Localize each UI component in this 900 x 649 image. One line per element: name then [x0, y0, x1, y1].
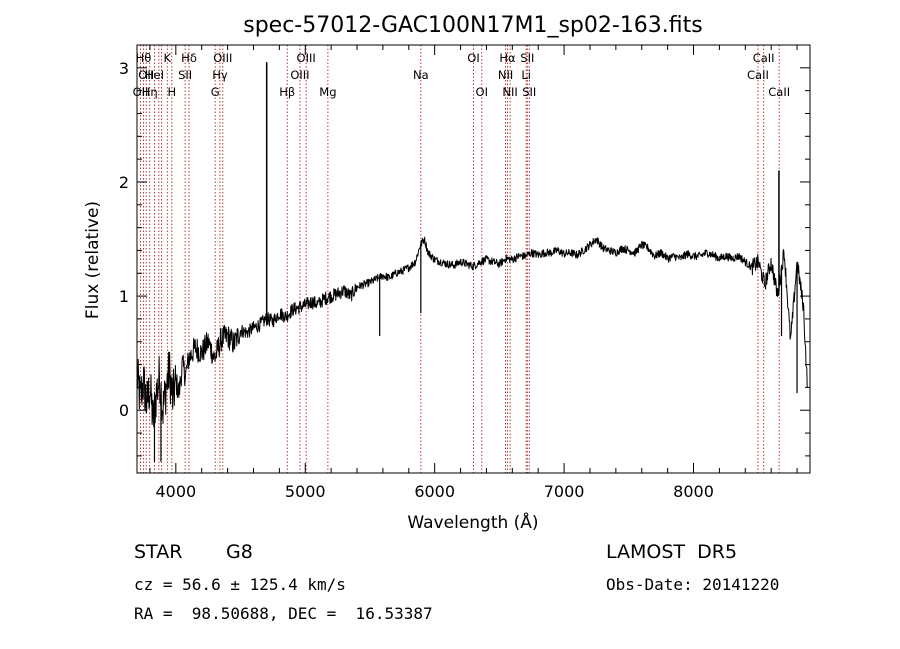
spectral-line-label: CaII	[747, 68, 769, 82]
spectral-line-label: OIII	[213, 51, 232, 65]
spectral-line-label: OI	[467, 51, 479, 65]
plot-frame	[136, 44, 811, 474]
y-tick-label: 3	[119, 59, 129, 78]
spectral-line-label: CaII	[768, 85, 790, 99]
x-tick-label: 4000	[155, 482, 196, 501]
y-tick-label: 0	[119, 401, 129, 420]
spectral-line-labels: OIIHθOIIHηHeIKHSIIHδGHγOIIIHβOIIIOIIIMgN…	[133, 51, 791, 99]
spectral-line-label: G	[211, 85, 220, 99]
spectral-line-label: SII	[520, 51, 534, 65]
spectral-line-label: OIII	[297, 51, 316, 65]
spectral-line-label: OIII	[290, 68, 309, 82]
spectral-line-label: CaII	[753, 51, 775, 65]
spectral-line-label: NII	[498, 68, 513, 82]
x-tick-label: 6000	[414, 482, 455, 501]
y-tick-label: 2	[119, 173, 129, 192]
y-axis-label: Flux (relative)	[83, 201, 103, 319]
y-axis-ticks: 0 1 2 3	[119, 44, 810, 457]
y-tick-label: 1	[119, 287, 129, 306]
spectral-line-label: NII	[502, 85, 517, 99]
redshift-line: cz = 56.6 ± 125.4 km/s	[134, 575, 346, 594]
spectral-line-label: OI	[476, 85, 488, 99]
spectral-line-label: H	[167, 85, 176, 99]
spectral-line-label: HeI	[145, 68, 164, 82]
chart-title: spec-57012-GAC100N17M1_sp02-163.fits	[243, 13, 703, 38]
spectral-line-label: Hγ	[212, 68, 228, 82]
object-subclass: G8	[226, 541, 253, 563]
x-tick-label: 5000	[285, 482, 326, 501]
spectral-line-label: Hη	[142, 85, 158, 99]
spectral-line-label: OII	[138, 68, 154, 82]
spectral-line-label: SII	[178, 68, 192, 82]
spectral-line-label: Li	[521, 68, 531, 82]
x-axis-label: Wavelength (Å)	[407, 511, 538, 533]
spectral-line-label: Mg	[319, 85, 336, 99]
object-class: STAR	[134, 541, 183, 563]
spectral-line-label: Hδ	[181, 51, 197, 65]
x-tick-label: 7000	[544, 482, 585, 501]
spectrum-series	[136, 62, 808, 462]
x-tick-label: 8000	[673, 482, 714, 501]
spectral-line-label: SII	[522, 85, 536, 99]
spectral-line-label: Hβ	[279, 85, 295, 99]
spectral-line-label: Hθ	[136, 51, 152, 65]
obs-date: Obs-Date: 20141220	[606, 575, 780, 594]
spectral-line-label: K	[164, 51, 172, 65]
survey-name: LAMOST DR5	[606, 541, 738, 563]
x-axis-ticks: 4000 5000 6000 7000 8000	[149, 45, 798, 501]
spectrum-line	[136, 236, 808, 428]
spectral-line-label: Na	[413, 68, 429, 82]
coordinates: RA = 98.50688, DEC = 16.53387	[134, 604, 433, 623]
spectral-line-label: Hα	[499, 51, 516, 65]
